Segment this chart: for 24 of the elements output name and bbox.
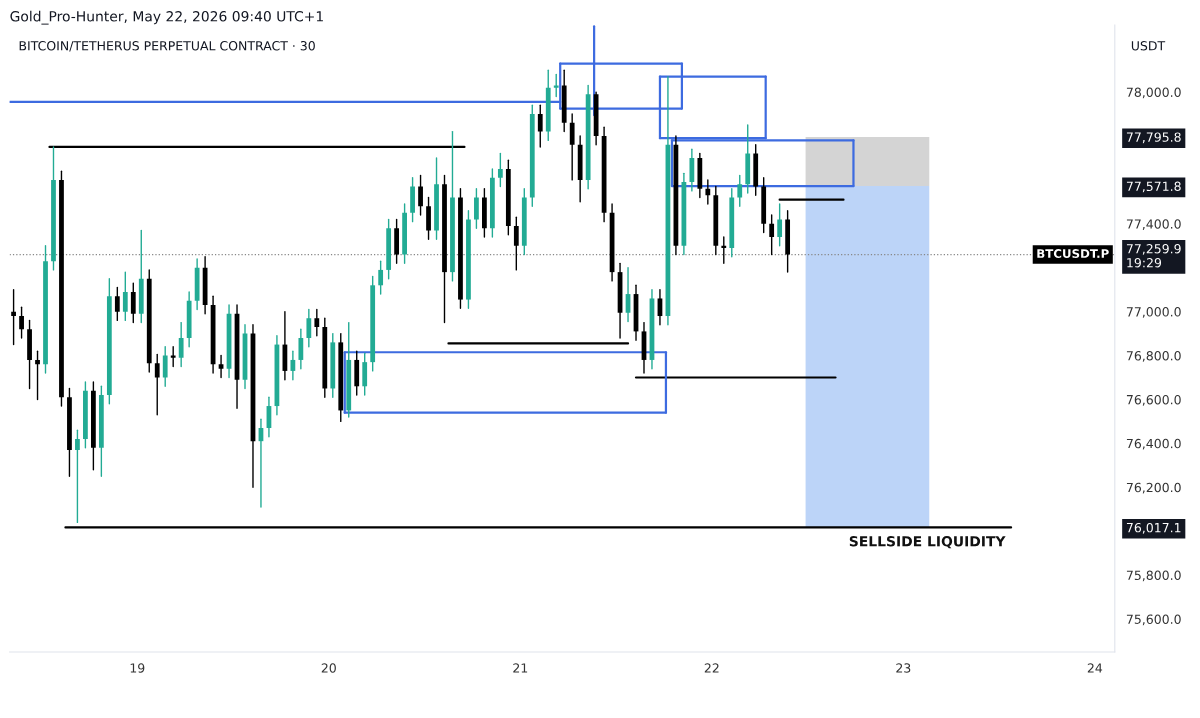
x-tick-label: 20: [321, 663, 336, 673]
y-tick-label: 77,259.9 19:29: [1126, 244, 1181, 268]
y-axis-title: USDT: [1131, 41, 1166, 51]
chart-subtitle: Gold_Pro-Hunter, May 22, 2026 09:40 UTC+1: [10, 10, 323, 25]
y-tick-label: 77,795.8: [1126, 132, 1181, 144]
x-tick-label: 24: [1087, 663, 1103, 673]
y-tick-label: 78,000.0: [1126, 87, 1181, 99]
y-tick-label: 76,200.0: [1126, 482, 1181, 494]
y-tick-label: 76,017.1: [1126, 522, 1181, 534]
y-tick-label: 76,800.0: [1126, 351, 1181, 362]
ref-line-label: BTCUSDT.P: [1037, 249, 1109, 259]
y-tick-label: 77,571.8: [1126, 181, 1181, 193]
x-tick-label: 23: [896, 663, 911, 673]
y-tick-label: 76,400.0: [1126, 438, 1181, 450]
y-tick-label: 77,000.0: [1126, 307, 1181, 318]
y-tick-label: 75,600.0: [1126, 614, 1181, 626]
series-label: SELLSIDE LIQUIDITY: [849, 536, 1006, 549]
y-tick-label: 75,800.0: [1126, 570, 1181, 582]
y-tick-label: 77,400.0: [1126, 219, 1181, 231]
x-tick-label: 22: [704, 663, 719, 673]
text: BITCOIN/TETHERUS PERPETUAL CONTRACT · 30: [19, 41, 315, 52]
y-tick-label: 76,600.0: [1126, 394, 1181, 406]
x-tick-label: 19: [130, 663, 145, 673]
x-tick-label: 21: [513, 663, 528, 673]
